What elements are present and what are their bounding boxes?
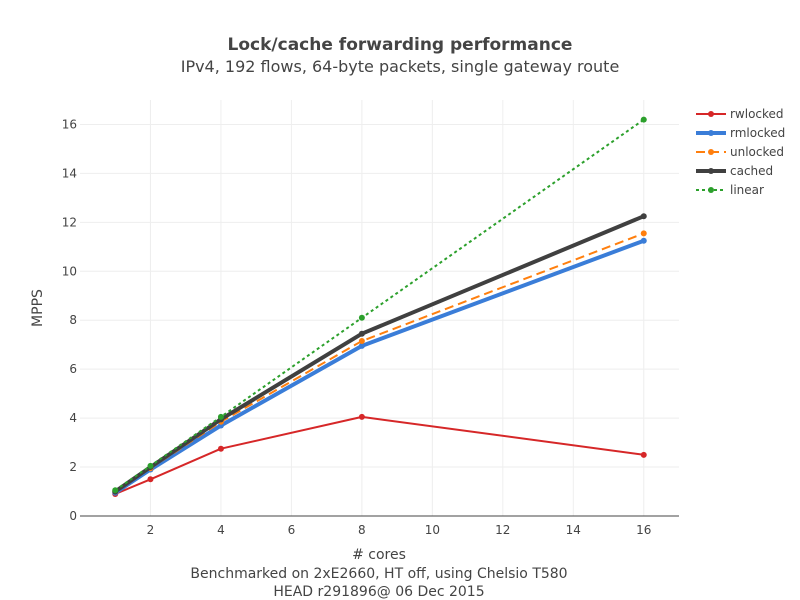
data-point-rwlocked <box>147 476 154 483</box>
legend-marker-rmlocked <box>708 130 714 136</box>
data-point-cached <box>640 213 647 220</box>
y-tick-label: 14 <box>62 166 77 180</box>
y-tick-label: 0 <box>69 509 77 523</box>
x-tick-label: 12 <box>495 523 510 537</box>
legend: rwlocked rmlocked unlocked cached linear <box>696 107 785 197</box>
data-point-rmlocked <box>640 237 647 244</box>
x-tick-label: 8 <box>358 523 366 537</box>
series-line-rwlocked <box>114 415 644 495</box>
legend-marker-linear <box>708 187 714 193</box>
series-layer <box>112 116 647 497</box>
legend-label-cached: cached <box>730 164 773 178</box>
data-point-rwlocked <box>358 413 365 420</box>
series-line-cached <box>114 214 645 494</box>
legend-marker-unlocked <box>708 149 714 155</box>
x-tick-label: 14 <box>566 523 581 537</box>
data-point-linear <box>112 487 119 494</box>
x-axis-note-1: Benchmarked on 2xE2660, HT off, using Ch… <box>190 566 567 582</box>
data-point-linear <box>640 116 647 123</box>
y-axis-label: MPPS <box>30 289 46 327</box>
x-tick-label: 10 <box>425 523 440 537</box>
chart-title: Lock/cache forwarding performance <box>228 35 573 55</box>
data-point-rmlocked <box>358 342 365 349</box>
data-point-linear <box>358 314 365 321</box>
x-tick-label: 2 <box>147 523 155 537</box>
data-point-unlocked <box>640 230 647 237</box>
data-point-rwlocked <box>640 451 647 458</box>
data-point-unlocked <box>358 338 365 345</box>
y-tick-label: 16 <box>62 117 77 131</box>
y-tick-label: 6 <box>69 362 77 376</box>
legend-label-rwlocked: rwlocked <box>730 107 784 121</box>
data-point-linear <box>147 462 154 469</box>
y-tick-label: 8 <box>69 313 77 327</box>
series-line-linear <box>114 118 645 492</box>
legend-label-unlocked: unlocked <box>730 145 784 159</box>
series-line-rmlocked <box>114 238 645 495</box>
y-tick-label: 2 <box>69 460 77 474</box>
legend-label-rmlocked: rmlocked <box>730 126 785 140</box>
axes: 2 4 6 8 10 12 14 16 0 2 4 6 8 10 12 14 16 <box>62 117 679 537</box>
legend-marker-cached <box>708 168 714 174</box>
x-axis-note-2: HEAD r291896@ 06 Dec 2015 <box>273 584 484 600</box>
data-point-rwlocked <box>217 445 224 452</box>
y-tick-label: 4 <box>69 411 77 425</box>
x-tick-label: 4 <box>217 523 225 537</box>
legend-marker-rwlocked <box>708 111 714 117</box>
x-axis-label: # cores <box>352 547 406 563</box>
x-tick-label: 6 <box>288 523 296 537</box>
y-tick-label: 12 <box>62 215 77 229</box>
x-tick-label: 16 <box>636 523 651 537</box>
data-point-linear <box>217 413 224 420</box>
chart-subtitle: IPv4, 192 flows, 64-byte packets, single… <box>181 57 620 76</box>
legend-label-linear: linear <box>730 183 764 197</box>
data-point-cached <box>358 330 365 337</box>
grid <box>80 100 679 516</box>
y-tick-label: 10 <box>62 264 77 278</box>
